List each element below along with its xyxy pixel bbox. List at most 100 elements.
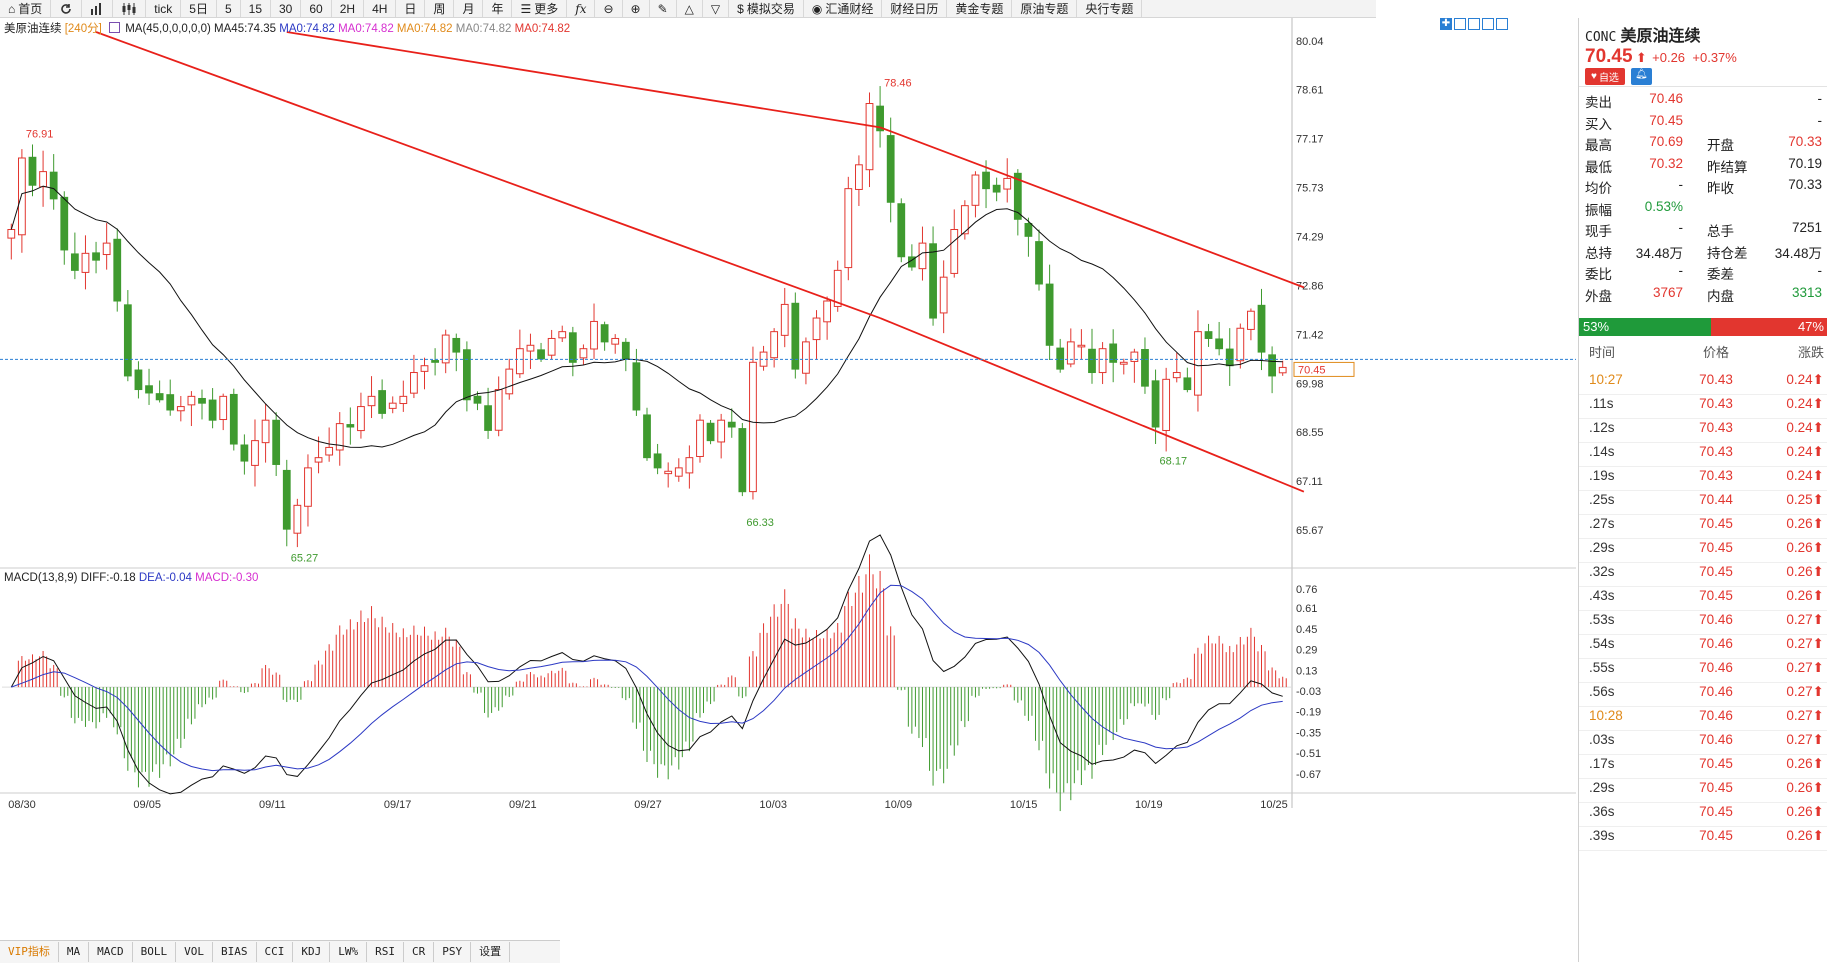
diff-line xyxy=(10,534,1283,795)
period-2h[interactable]: 2H xyxy=(332,0,365,17)
tab-cr[interactable]: CR xyxy=(404,942,435,962)
candle-body xyxy=(70,253,79,271)
price-chart[interactable]: 80.04 78.61 77.17 75.73 74.29 72.86 71.42 69.98… xyxy=(0,18,1576,940)
down-button[interactable]: ▽ xyxy=(703,0,730,17)
draw-button[interactable]: ✎ xyxy=(650,0,677,17)
period-4h[interactable]: 4H xyxy=(364,0,397,17)
more-button[interactable]: ☰ 更多 xyxy=(512,0,568,17)
tick-price: 70.44 xyxy=(1699,492,1733,507)
zoom-out-button[interactable]: ⊖ xyxy=(595,0,623,17)
candle-body xyxy=(1098,348,1107,374)
date-tick-label: 09/11 xyxy=(259,799,286,811)
tab-ma[interactable]: MA xyxy=(59,942,90,962)
price-tick-label: 75.73 xyxy=(1296,183,1324,195)
period-30[interactable]: 30 xyxy=(271,0,302,17)
date-tick-label: 09/27 xyxy=(634,799,662,811)
tab-bias[interactable]: BIAS xyxy=(213,942,257,962)
zoom-in-button[interactable]: ⊕ xyxy=(623,0,650,17)
quote-value: 0.53% xyxy=(1644,198,1683,214)
candle-body xyxy=(833,269,842,307)
tab-psy[interactable]: PSY xyxy=(434,942,472,962)
period-day[interactable]: 日 xyxy=(396,0,426,17)
period-week[interactable]: 周 xyxy=(425,0,455,17)
quote-label-2: 昨收 xyxy=(1707,181,1734,196)
expand-icon[interactable]: ✚ xyxy=(1440,18,1452,30)
tab-vip[interactable]: VIP指标 xyxy=(0,942,59,962)
candle-body xyxy=(992,184,1001,193)
panel-actions: ♥ 自选 🔔︎ xyxy=(1585,68,1652,85)
period-60[interactable]: 60 xyxy=(301,0,332,17)
period-year[interactable]: 年 xyxy=(483,0,513,17)
split-icon[interactable] xyxy=(1468,18,1480,30)
candle-body xyxy=(515,348,524,375)
macd-tick-label: 0.29 xyxy=(1296,645,1317,657)
period-5day-label: 5日 xyxy=(189,2,208,16)
ma-checkbox[interactable] xyxy=(108,22,120,33)
candle-body xyxy=(388,402,397,409)
candle-body xyxy=(198,397,206,404)
indicator-tabs: VIP指标 MA MACD BOLL VOL BIAS CCI KDJ LW% … xyxy=(0,940,560,963)
price-line: 70.45 ⬆ +0.26 +0.37% xyxy=(1585,46,1737,68)
candle-body xyxy=(738,428,747,493)
heart-icon: ♥ xyxy=(1591,71,1597,82)
up-button[interactable]: △ xyxy=(677,0,703,17)
home-button[interactable]: ⌂ 首页 xyxy=(0,0,52,17)
oil-topic-button[interactable]: 原油专题 xyxy=(1012,0,1078,17)
tab-kdj[interactable]: KDJ xyxy=(293,942,331,962)
tab-macd[interactable]: MACD xyxy=(89,942,133,962)
layout-icon[interactable] xyxy=(1482,18,1494,30)
refresh-button[interactable] xyxy=(51,0,83,17)
quote-label-2: 昨结算 xyxy=(1707,159,1748,175)
current-price-tag xyxy=(1293,361,1355,377)
bar-chart-button[interactable] xyxy=(82,0,114,17)
grid-icon[interactable] xyxy=(1496,18,1508,30)
tab-lw[interactable]: LW% xyxy=(330,942,368,962)
sim-trade-button[interactable]: $ 模拟交易 xyxy=(729,0,804,17)
tab-cci[interactable]: CCI xyxy=(257,942,294,962)
tick-price: 70.45 xyxy=(1699,828,1733,843)
oil-topic-label: 原油专题 xyxy=(1020,2,1069,16)
tick-time: .17s xyxy=(1589,756,1615,771)
candle-body xyxy=(49,171,58,200)
quote-label: 卖出 xyxy=(1585,95,1612,110)
candle-body xyxy=(865,103,874,171)
candle-body xyxy=(706,422,715,442)
symbol-name: 美原油连续 xyxy=(1620,26,1701,45)
tab-settings[interactable]: 设置 xyxy=(471,942,511,962)
tick-change: 0.24⬆ xyxy=(1786,396,1824,411)
period-15[interactable]: 15 xyxy=(241,0,271,17)
candle-body xyxy=(1119,361,1128,365)
window-icon[interactable] xyxy=(1454,18,1466,30)
candle-body xyxy=(939,276,948,314)
watch-button[interactable]: ♥ 自选 xyxy=(1585,68,1625,85)
gold-topic-button[interactable]: 黄金专题 xyxy=(947,0,1013,17)
central-bank-button[interactable]: 央行专题 xyxy=(1077,0,1143,17)
calendar-button[interactable]: 财经日历 xyxy=(882,0,948,17)
tick-row: .19s 70.43 0.24⬆ xyxy=(1579,462,1827,491)
candle-body xyxy=(346,424,355,428)
quote-row: 委比 - 委差 - xyxy=(1579,259,1827,283)
tick-time: .29s xyxy=(1589,780,1615,795)
tab-rsi[interactable]: RSI xyxy=(367,942,404,962)
alert-button[interactable]: 🔔︎ xyxy=(1630,68,1652,85)
formula-button[interactable]: fx xyxy=(567,0,596,17)
tab-settings-label: 设置 xyxy=(479,945,502,958)
quote-value: 70.69 xyxy=(1649,134,1683,149)
tab-vol[interactable]: VOL xyxy=(176,942,213,962)
candle-body xyxy=(632,362,641,411)
tick-row: .11s 70.43 0.24⬆ xyxy=(1579,390,1827,419)
ticks-list[interactable]: 10:27 70.43 0.24⬆ .11s 70.43 0.24⬆ .12s 70.43 0.… xyxy=(1579,346,1827,962)
huitong-button[interactable]: ◉ 汇通财经 xyxy=(804,0,883,17)
period-month[interactable]: 月 xyxy=(454,0,484,17)
candle-button[interactable] xyxy=(113,0,147,17)
period-tick[interactable]: tick xyxy=(146,0,182,17)
chart-area[interactable]: 80.04 78.61 77.17 75.73 74.29 72.86 71.42 69.98… xyxy=(0,18,1576,962)
quote-label: 最低 xyxy=(1585,159,1612,175)
quote-label-2: 总手 xyxy=(1707,224,1734,239)
tab-boll[interactable]: BOLL xyxy=(133,942,177,962)
period-5[interactable]: 5 xyxy=(217,0,241,17)
quote-value-2: 70.33 xyxy=(1788,134,1822,149)
candle-body xyxy=(1162,378,1171,431)
date-tick-label: 10/19 xyxy=(1135,799,1163,811)
period-5day[interactable]: 5日 xyxy=(181,0,217,17)
